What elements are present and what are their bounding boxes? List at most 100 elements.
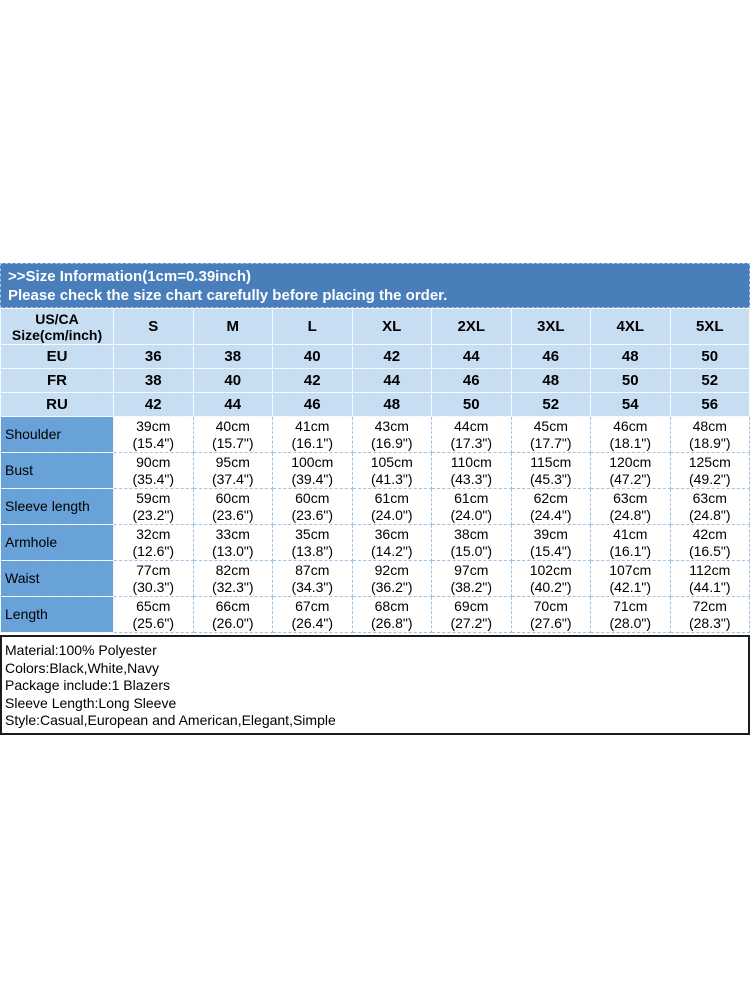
measure-cell: 38cm (15.0"): [431, 524, 512, 561]
cm-value: 45cm: [533, 417, 568, 434]
measure-row-armhole: Armhole 32cm (12.6") 33cm (13.0") 35cm (13.…: [0, 524, 750, 561]
cm-value: 42cm: [692, 525, 727, 542]
cm-value: 38cm: [454, 525, 489, 542]
inch-value: (43.3"): [450, 470, 493, 487]
cm-value: 36cm: [374, 525, 409, 542]
cm-value: 48cm: [692, 417, 727, 434]
ru-size-value: 50: [431, 392, 512, 417]
eu-size-value: 50: [669, 344, 750, 369]
inch-value: (18.1"): [609, 434, 652, 451]
cm-value: 125cm: [688, 453, 731, 470]
measure-cell: 61cm (24.0"): [431, 488, 512, 525]
measure-cell: 95cm (37.4"): [192, 452, 273, 489]
measure-cell: 41cm (16.1"): [272, 416, 353, 453]
measure-cell: 120cm (47.2"): [590, 452, 671, 489]
eu-size-value: 40: [272, 344, 353, 369]
ru-size-value: 52: [510, 392, 591, 417]
cm-value: 61cm: [374, 489, 409, 506]
corner-line2: Size(cm/inch): [11, 326, 103, 343]
cm-value: 33cm: [215, 525, 250, 542]
measure-cell: 33cm (13.0"): [192, 524, 273, 561]
measure-cell: 60cm (23.6"): [272, 488, 353, 525]
inch-value: (34.3"): [291, 578, 334, 595]
inch-value: (28.0"): [609, 614, 652, 631]
inch-value: (23.6"): [211, 506, 254, 523]
eu-size-value: 44: [431, 344, 512, 369]
inch-value: (47.2"): [609, 470, 652, 487]
inch-value: (16.1"): [609, 542, 652, 559]
eu-size-value: 38: [192, 344, 273, 369]
measure-cell: 90cm (35.4"): [113, 452, 194, 489]
cm-value: 115cm: [530, 453, 572, 470]
inch-value: (24.0"): [370, 506, 413, 523]
measure-cell: 44cm (17.3"): [431, 416, 512, 453]
size-label-s: S: [113, 308, 194, 345]
region-label-ru: RU: [0, 392, 114, 417]
inch-value: (16.1"): [291, 434, 334, 451]
fr-size-value: 40: [192, 368, 273, 393]
cm-value: 63cm: [613, 489, 648, 506]
cm-value: 39cm: [533, 525, 568, 542]
ru-size-value: 42: [113, 392, 194, 417]
measure-cell: 61cm (24.0"): [351, 488, 432, 525]
inch-value: (40.2"): [529, 578, 572, 595]
measure-row-length: Length 65cm (25.6") 66cm (26.0") 67cm (26.4…: [0, 596, 750, 633]
inch-value: (32.3"): [211, 578, 254, 595]
inch-value: (15.4"): [529, 542, 572, 559]
eu-size-value: 46: [510, 344, 591, 369]
inch-value: (37.4"): [211, 470, 254, 487]
inch-value: (41.3"): [370, 470, 413, 487]
cm-value: 60cm: [215, 489, 250, 506]
measure-cell: 82cm (32.3"): [192, 560, 273, 597]
inch-value: (15.0"): [450, 542, 493, 559]
measure-label-bust: Bust: [0, 452, 114, 489]
measure-cell: 46cm (18.1"): [590, 416, 671, 453]
region-row-eu: EU 36 38 40 42 44 46 48 50: [0, 344, 750, 369]
cm-value: 90cm: [136, 453, 171, 470]
measure-cell: 42cm (16.5"): [669, 524, 750, 561]
cm-value: 39cm: [136, 417, 171, 434]
fr-size-value: 50: [590, 368, 671, 393]
measure-cell: 110cm (43.3"): [431, 452, 512, 489]
ru-size-value: 48: [351, 392, 432, 417]
cm-value: 46cm: [613, 417, 648, 434]
eu-size-value: 48: [590, 344, 671, 369]
ru-size-value: 46: [272, 392, 353, 417]
inch-value: (38.2"): [450, 578, 493, 595]
measure-cell: 62cm (24.4"): [510, 488, 591, 525]
measure-row-bust: Bust 90cm (35.4") 95cm (37.4") 100cm (39.4"…: [0, 452, 750, 489]
measure-cell: 43cm (16.9"): [351, 416, 432, 453]
measure-cell: 107cm (42.1"): [590, 560, 671, 597]
cm-value: 82cm: [215, 561, 250, 578]
cm-value: 105cm: [370, 453, 413, 470]
cm-value: 120cm: [609, 453, 652, 470]
inch-value: (14.2"): [370, 542, 413, 559]
measure-cell: 32cm (12.6"): [113, 524, 194, 561]
cm-value: 66cm: [215, 597, 250, 614]
inch-value: (23.6"): [291, 506, 334, 523]
measure-cell: 92cm (36.2"): [351, 560, 432, 597]
cm-value: 41cm: [295, 417, 330, 434]
fr-size-value: 38: [113, 368, 194, 393]
cm-value: 100cm: [291, 453, 334, 470]
inch-value: (36.2"): [370, 578, 413, 595]
measure-label-length: Length: [0, 596, 114, 633]
cm-value: 69cm: [454, 597, 489, 614]
fr-size-value: 52: [669, 368, 750, 393]
measure-cell: 63cm (24.8"): [590, 488, 671, 525]
inch-value: (24.0"): [450, 506, 493, 523]
size-label-xl: XL: [351, 308, 432, 345]
cm-value: 102cm: [529, 561, 572, 578]
inch-value: (27.6"): [529, 614, 572, 631]
measure-cell: 69cm (27.2"): [431, 596, 512, 633]
size-label-5xl: 5XL: [669, 308, 750, 345]
ru-size-value: 54: [590, 392, 671, 417]
cm-value: 95cm: [215, 453, 250, 470]
cm-value: 43cm: [374, 417, 409, 434]
size-information-sheet: >>Size Information(1cm=0.39inch) Please …: [0, 263, 750, 735]
banner-title: >>Size Information(1cm=0.39inch): [8, 268, 251, 285]
measure-cell: 67cm (26.4"): [272, 596, 353, 633]
cm-value: 77cm: [136, 561, 171, 578]
eu-size-value: 42: [351, 344, 432, 369]
size-header-row: US/CA Size(cm/inch) S M L XL 2XL 3XL 4XL…: [0, 308, 750, 345]
